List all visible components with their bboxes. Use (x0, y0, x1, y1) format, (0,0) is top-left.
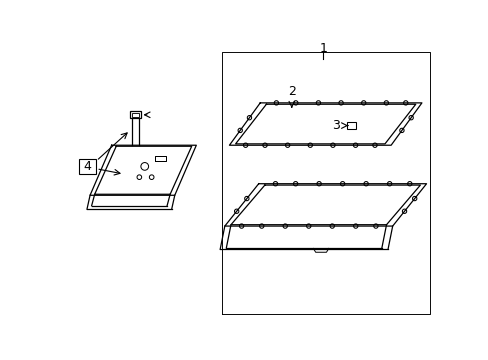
Circle shape (141, 163, 148, 170)
Text: 4: 4 (83, 160, 92, 173)
Bar (79, 159, 96, 174)
Bar (132, 113, 139, 117)
Text: 3: 3 (331, 119, 339, 132)
Circle shape (137, 175, 142, 180)
Bar (346, 122, 356, 129)
Circle shape (149, 175, 154, 180)
Text: 1: 1 (319, 42, 326, 55)
Bar (130, 111, 140, 118)
Text: 2: 2 (287, 85, 295, 98)
